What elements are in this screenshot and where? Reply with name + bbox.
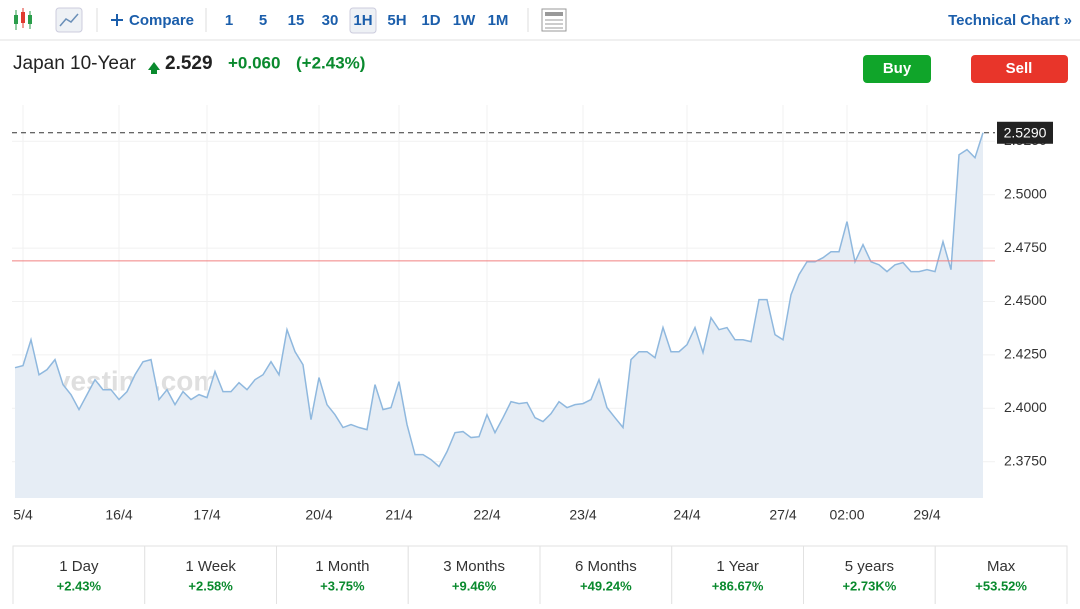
period-label: 1 Month	[315, 558, 369, 575]
x-tick-label: 22/4	[473, 507, 500, 523]
period-change: +3.75%	[320, 578, 365, 593]
interval-button[interactable]: 15	[288, 12, 305, 29]
interval-group: 1 5 15 30 1H 5H 1D 1W 1M	[225, 7, 509, 34]
y-tick-label: 2.4000	[1004, 399, 1047, 415]
interval-button[interactable]: 5	[259, 12, 267, 29]
x-tick-label: 24/4	[673, 507, 700, 523]
x-tick-label: 20/4	[305, 507, 332, 523]
candle-icon[interactable]	[14, 8, 32, 30]
y-tick-label: 2.5000	[1004, 185, 1047, 201]
change: +0.060	[228, 53, 280, 72]
interval-button[interactable]: 1M	[488, 12, 509, 29]
y-tick-label: 2.4500	[1004, 292, 1047, 308]
x-tick-label: 21/4	[385, 507, 412, 523]
y-tick-label: 2.4250	[1004, 346, 1047, 362]
performance-cell[interactable]	[144, 545, 277, 609]
period-change: +49.24%	[580, 578, 632, 593]
performance-cell[interactable]	[12, 545, 146, 609]
y-tick-label: 2.3750	[1004, 452, 1047, 468]
x-tick-label: 02:00	[829, 507, 864, 523]
period-change: +2.43%	[57, 578, 102, 593]
period-label: 5 years	[845, 558, 894, 575]
performance-cell[interactable]	[276, 545, 409, 609]
period-label: 6 Months	[575, 558, 637, 575]
period-change: +53.52%	[975, 578, 1027, 593]
last-price-label: 2.5290	[1004, 124, 1047, 140]
price: 2.529	[165, 53, 213, 74]
period-change: +2.73K%	[842, 578, 896, 593]
line-icon-glyph	[59, 13, 79, 27]
x-tick-label: 17/4	[193, 507, 220, 523]
buy-button[interactable]	[863, 55, 931, 83]
interval-active-bg	[349, 7, 377, 34]
interval-button[interactable]: 1W	[453, 12, 476, 29]
period-label: 1 Day	[59, 558, 99, 575]
interval-button[interactable]: 1H	[353, 12, 372, 29]
performance-cell[interactable]	[803, 545, 936, 609]
performance-cell[interactable]	[539, 545, 673, 609]
interval-button[interactable]: 1	[225, 12, 233, 29]
interval-button[interactable]: 1D	[421, 12, 440, 29]
performance-cell[interactable]	[671, 545, 804, 609]
table-icon[interactable]	[541, 8, 567, 32]
performance-cell[interactable]	[934, 545, 1068, 609]
y-tick-label: 2.4750	[1004, 239, 1047, 255]
period-label: 3 Months	[443, 558, 505, 575]
performance-cell[interactable]	[407, 545, 541, 609]
buy-label: Buy	[883, 60, 912, 77]
performance-table: 1 Day +2.43% 1 Week +2.58% 1 Month +3.75% 3 Mo…	[12, 545, 1068, 609]
instrument-name: Japan 10-Year	[13, 53, 137, 74]
period-change: +2.58%	[188, 578, 233, 593]
period-change: +9.46%	[452, 578, 497, 593]
area	[15, 132, 983, 499]
period-label: 1 Year	[716, 558, 759, 575]
up-arrow	[148, 62, 160, 74]
sell-label: Sell	[1006, 60, 1033, 77]
period-change: +86.67%	[712, 578, 764, 593]
x-tick-label: 23/4	[569, 507, 596, 523]
last-price-badge	[997, 121, 1053, 144]
x-tick-label: 5/4	[13, 507, 33, 523]
period-label: Max	[987, 558, 1016, 575]
change-percent: (+2.43%)	[296, 53, 365, 72]
interval-button[interactable]: 30	[322, 12, 339, 29]
chart: Investing.com2.37502.40002.42502.45002.4…	[12, 105, 1053, 523]
x-tick-label: 29/4	[913, 507, 940, 523]
x-tick-label: 27/4	[769, 507, 796, 523]
x-tick-label: 16/4	[105, 507, 132, 523]
technical-chart-link[interactable]: Technical Chart »	[948, 12, 1072, 29]
interval-button[interactable]: 5H	[387, 12, 406, 29]
sell-button[interactable]	[971, 55, 1068, 83]
compare-button[interactable]: Compare	[129, 12, 194, 29]
plus-icon	[111, 14, 123, 26]
period-label: 1 Week	[185, 558, 236, 575]
line	[14, 132, 984, 468]
